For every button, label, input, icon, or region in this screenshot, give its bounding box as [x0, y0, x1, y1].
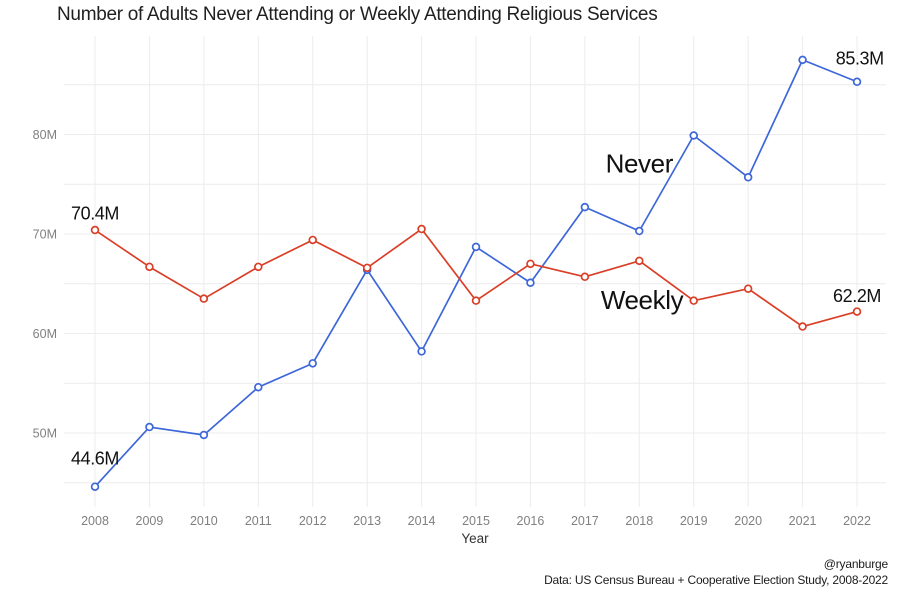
- never-data-point: [526, 278, 535, 288]
- x-tick-label: 2020: [734, 514, 762, 528]
- x-tick-label: 2015: [462, 514, 490, 528]
- x-tick-label: 2010: [190, 514, 218, 528]
- never-data-point: [635, 226, 644, 236]
- chart-title: Number of Adults Never Attending or Week…: [57, 4, 658, 25]
- never-data-point: [471, 242, 481, 252]
- weekly-data-point: [308, 235, 317, 245]
- x-tick-label: 2009: [136, 514, 164, 528]
- weekly-data-point: [580, 272, 590, 282]
- never-data-point: [852, 77, 862, 87]
- never-data-point: [90, 482, 100, 491]
- never-data-point: [743, 173, 753, 182]
- never-data-point: [689, 131, 698, 140]
- never-data-point: [145, 422, 154, 432]
- weekly-data-point: [254, 262, 263, 272]
- weekly-data-point: [743, 284, 753, 293]
- x-tick-label: 2014: [408, 514, 436, 528]
- y-tick-label: 50M: [33, 427, 57, 441]
- never-data-point: [199, 430, 209, 440]
- y-tick-label: 70M: [33, 228, 57, 242]
- x-tick-label: 2021: [789, 514, 817, 528]
- y-tick-label: 80M: [33, 128, 57, 142]
- weekly-data-point: [145, 262, 154, 272]
- annotation-label: Never: [606, 149, 674, 179]
- weekly-data-point: [526, 259, 535, 269]
- annotation-label: Weekly: [601, 285, 684, 315]
- weekly-data-point: [852, 307, 862, 316]
- x-tick-label: 2022: [843, 514, 871, 528]
- weekly-data-point: [362, 263, 372, 273]
- annotation-label: 62.2M: [833, 286, 881, 306]
- chart-caption: @ryanburge Data: US Census Bureau + Coop…: [544, 556, 888, 588]
- never-data-point: [798, 55, 807, 65]
- x-tick-label: 2011: [245, 514, 272, 528]
- x-tick-label: 2008: [81, 514, 109, 528]
- never-data-point: [580, 202, 590, 212]
- caption-author: @ryanburge: [823, 557, 888, 571]
- x-tick-label: 2018: [625, 514, 653, 528]
- weekly-data-point: [417, 224, 426, 234]
- x-tick-label: 2019: [680, 514, 708, 528]
- x-axis-title: Year: [461, 531, 489, 546]
- annotation-label: 70.4M: [71, 204, 119, 224]
- annotation-label: 44.6M: [71, 448, 119, 468]
- weekly-data-point: [471, 296, 481, 305]
- never-data-point: [308, 359, 317, 368]
- x-tick-label: 2013: [353, 514, 381, 528]
- weekly-data-point: [635, 256, 644, 266]
- x-tick-label: 2016: [517, 514, 545, 528]
- weekly-data-point: [798, 322, 807, 331]
- weekly-data-point: [90, 225, 100, 235]
- caption-source: Data: US Census Bureau + Cooperative Ele…: [544, 573, 888, 587]
- never-data-point: [254, 382, 263, 392]
- x-tick-label: 2012: [299, 514, 327, 528]
- never-data-point: [417, 347, 426, 356]
- x-tick-label: 2017: [571, 514, 599, 528]
- annotation-label: 85.3M: [836, 48, 884, 68]
- y-tick-label: 60M: [33, 327, 57, 341]
- weekly-data-point: [689, 296, 698, 305]
- weekly-data-point: [199, 294, 209, 303]
